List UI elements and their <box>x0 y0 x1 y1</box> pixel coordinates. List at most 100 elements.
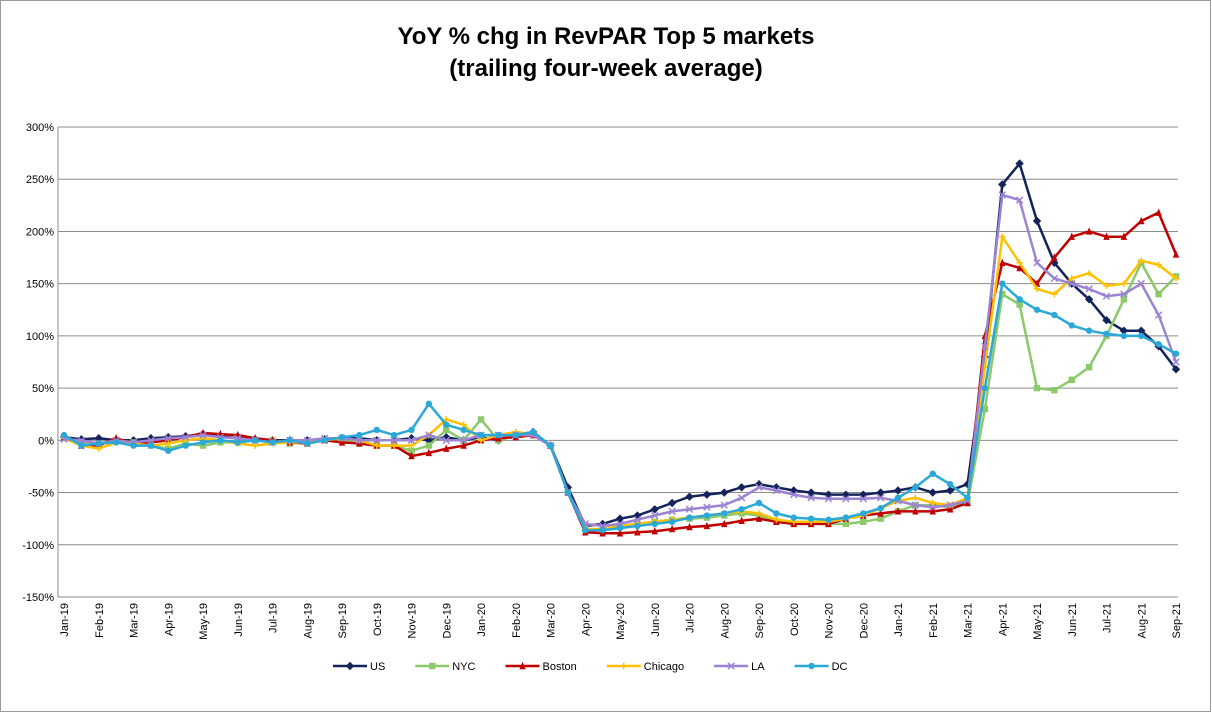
x-tick-label: Jun-21 <box>1067 603 1079 637</box>
series-marker <box>1068 322 1075 329</box>
series-marker <box>373 436 381 445</box>
series-marker <box>773 510 780 517</box>
series-marker <box>1016 296 1023 303</box>
series-marker <box>928 488 937 497</box>
series-marker <box>929 507 936 515</box>
series-marker <box>1085 227 1093 235</box>
series-marker <box>703 503 711 511</box>
series-marker <box>181 433 190 441</box>
series-marker <box>165 440 172 447</box>
series-marker <box>1120 332 1128 340</box>
x-tick-label: Sep-19 <box>337 603 349 638</box>
series-marker <box>754 480 764 489</box>
series-marker <box>685 492 694 501</box>
series-marker <box>999 290 1006 298</box>
series-marker <box>355 436 364 445</box>
x-tick-label: Jan-19 <box>59 603 71 637</box>
series-marker <box>564 489 572 496</box>
series-marker <box>1138 332 1145 340</box>
series-marker <box>1154 311 1163 319</box>
y-tick-label: -50% <box>28 488 54 500</box>
series-marker <box>893 486 903 495</box>
series-marker <box>877 509 884 517</box>
series-marker <box>477 416 485 423</box>
x-tick-label: Feb-19 <box>94 603 106 638</box>
x-tick-label: Jul-21 <box>1102 603 1114 633</box>
series-marker <box>807 515 815 522</box>
series-marker <box>755 483 763 492</box>
x-tick-label: Nov-20 <box>824 603 836 638</box>
series-marker <box>495 431 502 439</box>
series-marker <box>616 524 624 532</box>
series-marker <box>1137 326 1146 335</box>
series-marker <box>964 494 971 501</box>
series-marker <box>790 490 798 499</box>
series-marker <box>860 518 867 525</box>
legend-marker <box>345 661 355 671</box>
series-marker <box>1172 250 1180 258</box>
series-marker <box>529 428 537 436</box>
series-marker <box>859 495 867 503</box>
series-marker <box>443 426 450 434</box>
series-marker <box>425 431 433 439</box>
legend-marker <box>519 661 526 670</box>
x-tick-label: Apr-20 <box>580 603 592 636</box>
x-tick-label: Aug-20 <box>719 603 731 638</box>
series-marker <box>408 451 415 460</box>
series-marker <box>755 510 763 517</box>
series-marker <box>443 444 450 452</box>
series-marker <box>1172 358 1180 366</box>
series-marker <box>1050 274 1059 283</box>
x-tick-label: Feb-21 <box>928 603 940 638</box>
series-marker <box>373 442 380 449</box>
series-marker <box>147 436 155 445</box>
x-tick-label: Mar-19 <box>129 603 141 638</box>
series-marker <box>425 400 433 407</box>
series-marker <box>807 494 815 502</box>
series-marker <box>78 442 85 449</box>
legend-marker <box>727 662 735 670</box>
series-marker <box>894 494 902 501</box>
x-tick-label: Jan-21 <box>893 603 905 637</box>
series-marker <box>1085 270 1093 277</box>
x-tick-label: Oct-20 <box>789 603 801 636</box>
x-tick-label: Aug-19 <box>302 603 314 638</box>
x-tick-label: Dec-20 <box>858 603 870 638</box>
series-marker <box>981 384 989 392</box>
series-marker <box>981 342 989 351</box>
series-marker <box>1137 279 1145 288</box>
series-marker <box>929 470 936 477</box>
series-marker <box>1120 290 1128 298</box>
series-marker <box>651 527 658 535</box>
x-tick-label: Sep-20 <box>754 603 766 638</box>
series-marker <box>667 498 677 508</box>
series-marker <box>1068 275 1075 282</box>
series-marker <box>425 442 433 449</box>
legend-marker <box>808 662 815 670</box>
series-marker <box>1103 232 1110 240</box>
series-marker <box>651 511 659 520</box>
series-marker <box>547 442 554 449</box>
series-marker <box>1102 316 1111 325</box>
series-marker <box>459 436 468 445</box>
series-marker <box>1085 327 1093 334</box>
legend-marker <box>620 662 627 670</box>
series-marker <box>668 507 676 516</box>
series-marker <box>217 437 224 444</box>
series-marker <box>582 526 589 534</box>
x-tick-label: Feb-20 <box>511 603 523 638</box>
series-marker <box>772 486 781 495</box>
series-marker <box>1172 350 1180 357</box>
series-marker <box>1155 208 1162 216</box>
y-tick-label: 100% <box>26 331 54 343</box>
series-marker <box>755 499 763 507</box>
series-marker <box>408 447 415 454</box>
x-tick-label: Oct-19 <box>372 603 384 636</box>
series-marker <box>251 437 259 444</box>
series-marker <box>616 529 624 537</box>
series-marker <box>912 494 919 501</box>
x-tick-label: Mar-20 <box>546 603 558 638</box>
legend-label: NYC <box>452 661 475 673</box>
series-marker <box>286 437 294 444</box>
